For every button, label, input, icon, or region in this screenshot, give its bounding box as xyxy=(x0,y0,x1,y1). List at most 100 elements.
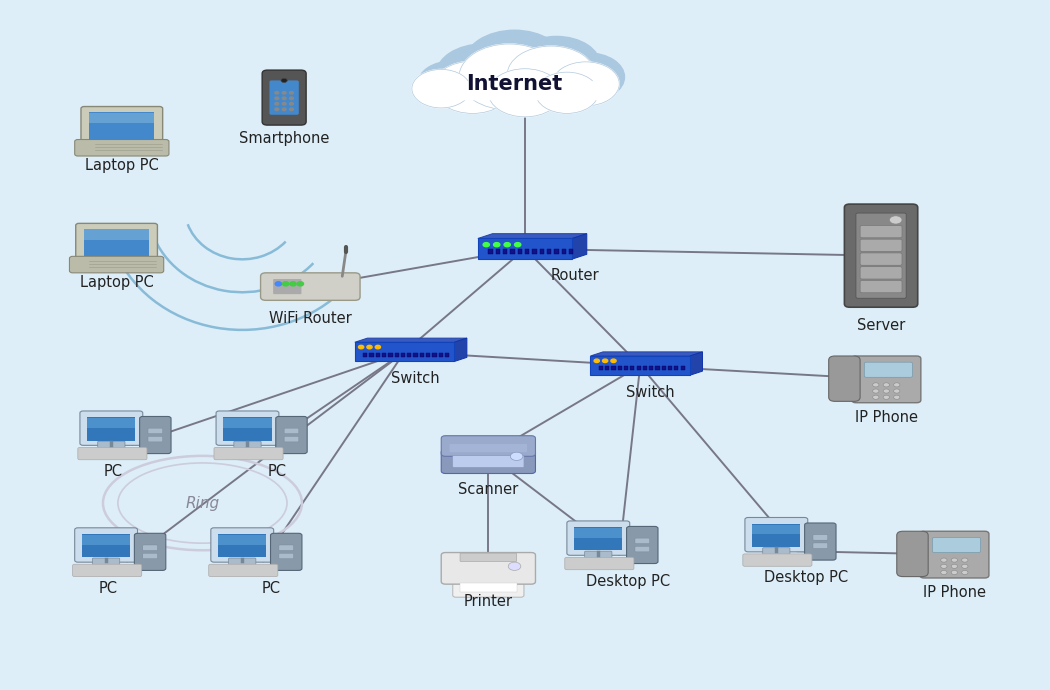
Text: WiFi Router: WiFi Router xyxy=(269,310,352,326)
FancyBboxPatch shape xyxy=(224,418,272,428)
Circle shape xyxy=(418,61,485,105)
FancyBboxPatch shape xyxy=(78,447,147,460)
Circle shape xyxy=(488,69,562,117)
Polygon shape xyxy=(455,338,467,362)
FancyBboxPatch shape xyxy=(355,342,455,362)
Circle shape xyxy=(883,389,889,393)
Circle shape xyxy=(282,92,286,94)
FancyBboxPatch shape xyxy=(460,553,517,562)
Circle shape xyxy=(873,389,879,393)
FancyBboxPatch shape xyxy=(285,428,299,433)
FancyBboxPatch shape xyxy=(76,224,158,262)
Circle shape xyxy=(275,92,278,94)
FancyBboxPatch shape xyxy=(897,531,928,577)
FancyBboxPatch shape xyxy=(569,250,573,255)
Text: IP Phone: IP Phone xyxy=(855,410,918,424)
Circle shape xyxy=(358,345,363,348)
Circle shape xyxy=(290,282,296,286)
Circle shape xyxy=(275,108,278,110)
FancyBboxPatch shape xyxy=(562,250,566,255)
Circle shape xyxy=(941,558,947,562)
FancyBboxPatch shape xyxy=(260,273,360,300)
FancyBboxPatch shape xyxy=(87,418,135,428)
FancyBboxPatch shape xyxy=(554,250,559,255)
FancyBboxPatch shape xyxy=(488,250,492,255)
FancyBboxPatch shape xyxy=(503,250,507,255)
FancyBboxPatch shape xyxy=(84,229,149,240)
FancyBboxPatch shape xyxy=(860,226,902,238)
Circle shape xyxy=(962,571,968,575)
Circle shape xyxy=(552,62,620,106)
Circle shape xyxy=(282,97,286,99)
FancyBboxPatch shape xyxy=(441,435,536,456)
FancyBboxPatch shape xyxy=(813,535,827,540)
FancyBboxPatch shape xyxy=(611,366,615,371)
FancyBboxPatch shape xyxy=(636,366,640,371)
FancyBboxPatch shape xyxy=(813,543,827,549)
FancyBboxPatch shape xyxy=(84,229,149,257)
Text: Printer: Printer xyxy=(464,595,512,609)
FancyBboxPatch shape xyxy=(804,523,836,560)
FancyBboxPatch shape xyxy=(401,353,405,357)
Text: Desktop PC: Desktop PC xyxy=(763,571,847,585)
Circle shape xyxy=(436,44,530,106)
FancyBboxPatch shape xyxy=(643,366,647,371)
Circle shape xyxy=(883,383,889,387)
Circle shape xyxy=(459,44,560,110)
FancyBboxPatch shape xyxy=(134,533,166,571)
Text: PC: PC xyxy=(99,581,118,595)
FancyBboxPatch shape xyxy=(828,356,860,402)
Text: Switch: Switch xyxy=(391,371,439,386)
FancyBboxPatch shape xyxy=(624,366,628,371)
FancyBboxPatch shape xyxy=(273,279,301,294)
FancyBboxPatch shape xyxy=(668,366,672,371)
Circle shape xyxy=(282,103,286,105)
FancyBboxPatch shape xyxy=(234,441,261,449)
FancyBboxPatch shape xyxy=(920,531,989,578)
Circle shape xyxy=(941,564,947,569)
FancyBboxPatch shape xyxy=(72,564,142,577)
Circle shape xyxy=(375,345,380,348)
Circle shape xyxy=(504,243,510,247)
FancyBboxPatch shape xyxy=(525,250,529,255)
FancyBboxPatch shape xyxy=(598,366,603,371)
Circle shape xyxy=(894,395,900,400)
Text: Smartphone: Smartphone xyxy=(239,130,330,146)
FancyBboxPatch shape xyxy=(630,366,634,371)
Text: Ring: Ring xyxy=(186,495,219,511)
Circle shape xyxy=(889,216,902,224)
FancyBboxPatch shape xyxy=(441,553,536,584)
Circle shape xyxy=(464,30,565,96)
FancyBboxPatch shape xyxy=(744,518,807,552)
FancyBboxPatch shape xyxy=(574,529,623,538)
FancyBboxPatch shape xyxy=(445,353,449,357)
FancyBboxPatch shape xyxy=(440,81,605,100)
Circle shape xyxy=(951,558,958,562)
Circle shape xyxy=(366,345,372,348)
FancyBboxPatch shape xyxy=(285,436,299,442)
FancyBboxPatch shape xyxy=(649,366,653,371)
Circle shape xyxy=(412,70,470,108)
Circle shape xyxy=(433,61,512,113)
Circle shape xyxy=(275,97,278,99)
FancyBboxPatch shape xyxy=(860,280,902,293)
Circle shape xyxy=(290,103,293,105)
FancyBboxPatch shape xyxy=(478,239,572,259)
FancyBboxPatch shape xyxy=(617,366,622,371)
Polygon shape xyxy=(478,234,587,239)
Circle shape xyxy=(873,395,879,400)
FancyBboxPatch shape xyxy=(140,417,171,453)
FancyBboxPatch shape xyxy=(89,112,154,139)
Text: PC: PC xyxy=(268,464,287,479)
FancyBboxPatch shape xyxy=(216,411,279,445)
Circle shape xyxy=(962,558,968,562)
Text: Laptop PC: Laptop PC xyxy=(85,158,159,173)
FancyBboxPatch shape xyxy=(674,366,678,371)
FancyBboxPatch shape xyxy=(89,112,154,123)
Circle shape xyxy=(951,564,958,569)
FancyBboxPatch shape xyxy=(860,266,902,279)
Circle shape xyxy=(894,383,900,387)
FancyBboxPatch shape xyxy=(510,250,514,255)
FancyBboxPatch shape xyxy=(143,545,158,551)
FancyBboxPatch shape xyxy=(590,356,690,375)
